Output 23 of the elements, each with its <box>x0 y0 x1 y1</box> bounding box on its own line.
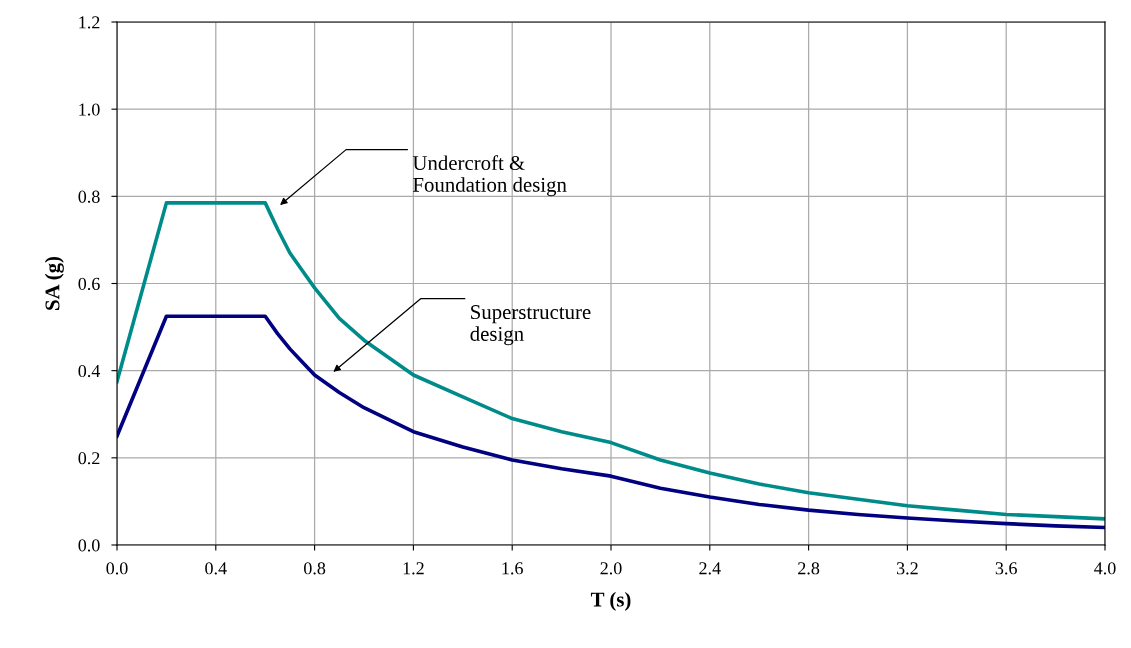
x-tick-label: 1.2 <box>403 562 424 575</box>
annotation: Superstructure design <box>470 305 591 346</box>
x-tick-label: 0.0 <box>106 562 128 575</box>
y-axis-title: SA (g) <box>44 256 64 310</box>
x-axis-title: T (s) <box>590 591 631 611</box>
y-tick-label: 0.0 <box>78 539 100 552</box>
y-tick-label: 0.2 <box>78 452 100 465</box>
x-tick-label: 2.8 <box>798 562 820 575</box>
y-tick-label: 0.6 <box>78 277 100 291</box>
y-tick-label: 0.4 <box>78 364 101 378</box>
annotation: Undercroft & Foundation design <box>412 155 567 197</box>
x-tick-label: 2.4 <box>699 562 721 575</box>
x-tick-label: 3.2 <box>896 562 918 575</box>
x-tick-label: 0.4 <box>205 562 227 575</box>
line-series <box>117 201 1105 521</box>
x-tick-label: 1.6 <box>502 562 523 575</box>
x-tick-label: 4.0 <box>1094 562 1116 575</box>
y-tick-label: 1.2 <box>79 16 100 29</box>
y-tick-label: 1.0 <box>79 103 100 116</box>
x-tick-label: 0.8 <box>304 562 326 575</box>
x-tick-label: 3.6 <box>995 562 1017 575</box>
x-tick-label: 2.0 <box>600 562 622 575</box>
y-tick-label: 0.8 <box>78 190 100 203</box>
